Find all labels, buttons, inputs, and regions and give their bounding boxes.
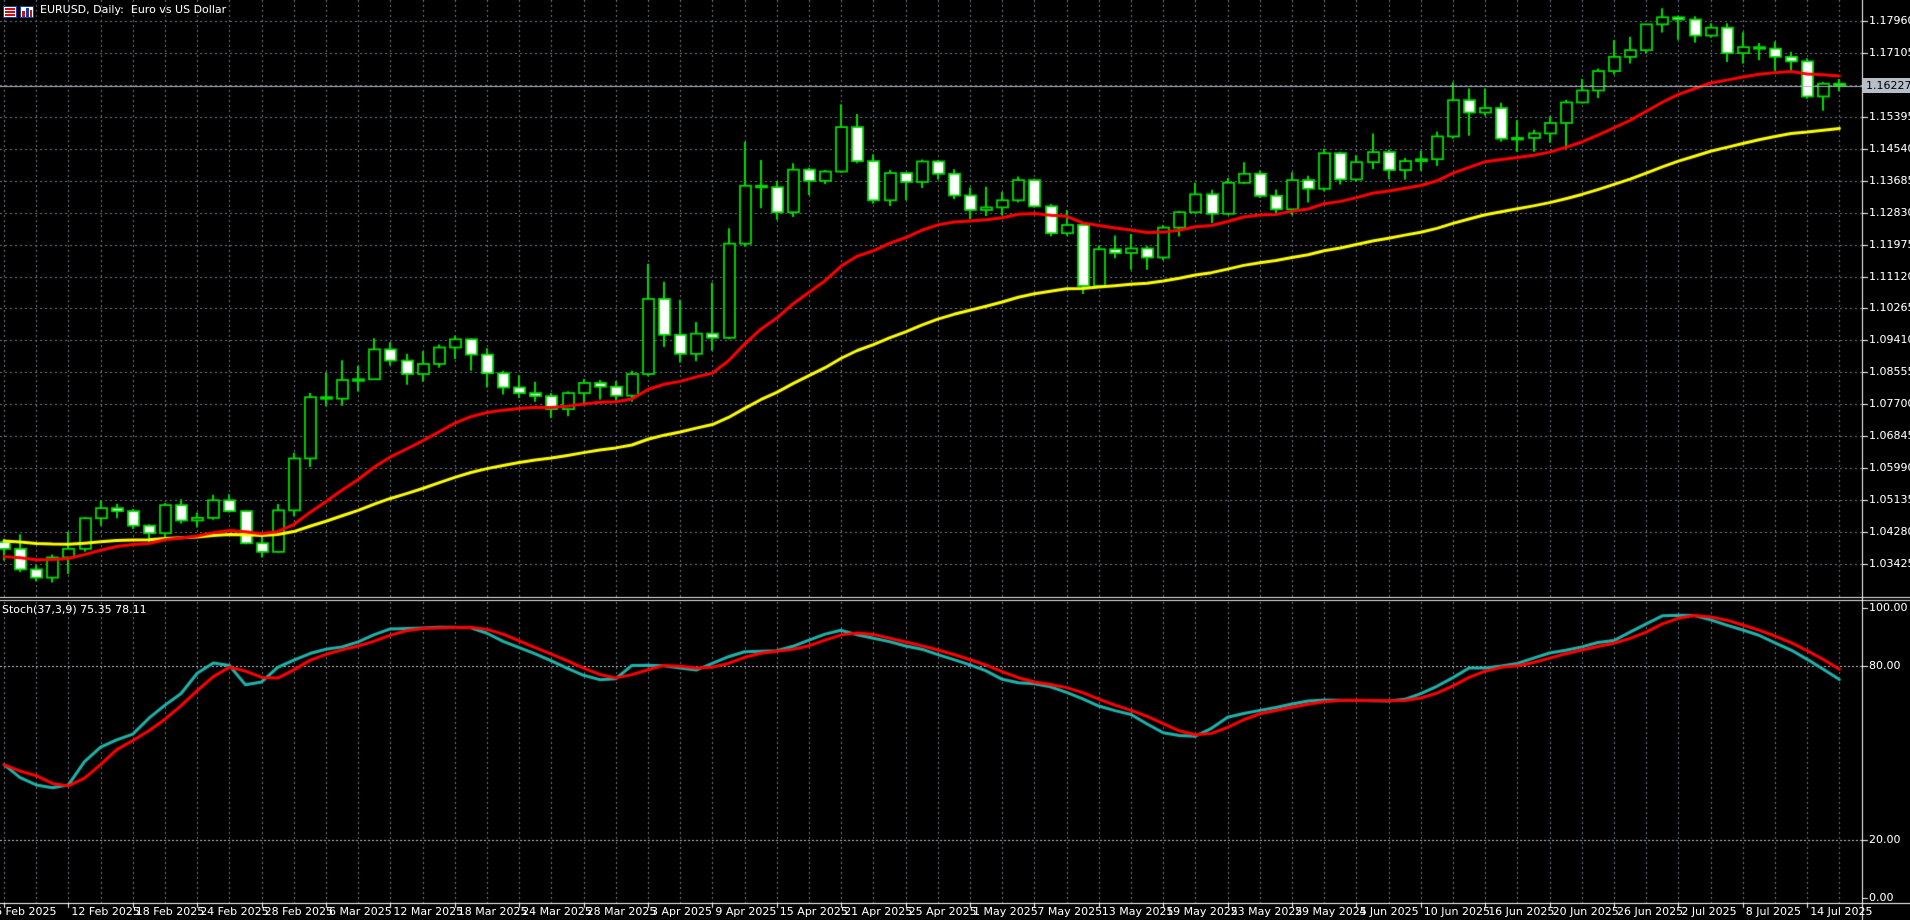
time-axis-label: 12 Mar 2025 [393, 905, 464, 918]
stochastic-axis-label: 100.00 [1869, 601, 1908, 614]
bid-price-label: 1.16227 [1863, 78, 1910, 93]
time-axis-label: 12 Feb 2025 [71, 905, 140, 918]
time-axis-label: 8 Jul 2025 [1745, 905, 1802, 918]
price-axis-label: 1.03425 [1869, 556, 1910, 570]
price-axis-label: 1.12830 [1869, 205, 1910, 219]
time-axis-label: 14 Jul 2025 [1810, 905, 1873, 918]
time-axis-label: 20 Jun 2025 [1552, 905, 1619, 918]
time-axis-label: 10 Jun 2025 [1423, 905, 1490, 918]
time-axis-label: 9 Apr 2025 [715, 905, 777, 918]
time-axis-label: 7 May 2025 [1037, 905, 1103, 918]
time-axis-label: 24 Mar 2025 [522, 905, 592, 918]
time-axis-label: 25 Apr 2025 [908, 905, 977, 918]
price-axis-label: 1.11975 [1869, 237, 1910, 251]
time-axis-label: 13 May 2025 [1101, 905, 1174, 918]
price-axis-label: 1.04280 [1869, 525, 1910, 539]
price-axis-label: 1.07700 [1869, 397, 1910, 411]
stochastic-axis-label: 80.00 [1869, 659, 1901, 672]
time-axis-label: 18 Mar 2025 [457, 905, 528, 918]
price-axis-label: 1.13685 [1869, 173, 1910, 187]
time-axis-label: 24 Feb 2025 [200, 905, 269, 918]
stochastic-indicator-label: Stoch(37,3,9) 75.35 78.11 [2, 603, 147, 616]
bid-price-value: 1.16227 [1866, 79, 1910, 92]
time-axis-label: 28 Mar 2025 [586, 905, 657, 918]
price-axis-label: 1.11120 [1869, 269, 1910, 283]
chart-title: EURUSD, Daily: Euro vs US Dollar [40, 2, 227, 16]
time-axis-label: 1 May 2025 [973, 905, 1038, 918]
time-axis-label: 6 Feb 2025 [0, 905, 57, 918]
price-axis-label: 1.05135 [1869, 493, 1910, 507]
stochastic-axis-label: 20.00 [1869, 833, 1901, 846]
time-axis-label: 29 May 2025 [1295, 905, 1367, 918]
chart-title-row: EURUSD, Daily: Euro vs US Dollar [3, 2, 227, 18]
time-axis-label: 4 Jun 2025 [1359, 905, 1419, 918]
candlestick-chart-icon[interactable] [20, 3, 34, 18]
time-axis-label: 26 Jun 2025 [1617, 905, 1684, 918]
list-icon[interactable] [3, 3, 17, 18]
time-axis-label: 3 Apr 2025 [651, 905, 713, 918]
time-axis-label: 6 Mar 2025 [329, 905, 392, 918]
price-axis-label: 1.14540 [1869, 141, 1910, 155]
price-axis-label: 1.09410 [1869, 333, 1910, 347]
price-axis-label: 1.17105 [1869, 45, 1910, 59]
price-axis-label: 1.08555 [1869, 365, 1910, 379]
price-axis-label: 1.17960 [1869, 14, 1910, 27]
time-axis-label: 15 Apr 2025 [779, 905, 848, 918]
price-axis-label: 1.10265 [1869, 301, 1910, 315]
time-axis-label: 19 May 2025 [1166, 905, 1238, 918]
time-axis-label: 28 Feb 2025 [264, 905, 334, 918]
time-axis-label: 16 Jun 2025 [1488, 905, 1555, 918]
time-axis-label: 18 Feb 2025 [135, 905, 205, 918]
price-axis-label: 1.05990 [1869, 461, 1910, 475]
time-axis-label: 2 Jul 2025 [1681, 905, 1737, 918]
time-axis-label: 21 Apr 2025 [844, 905, 913, 918]
price-axis-label: 1.15395 [1869, 109, 1910, 123]
price-axis-label: 1.06845 [1869, 429, 1910, 443]
time-axis-label: 23 May 2025 [1230, 905, 1303, 918]
stochastic-axis-label: 0.00 [1869, 891, 1894, 904]
